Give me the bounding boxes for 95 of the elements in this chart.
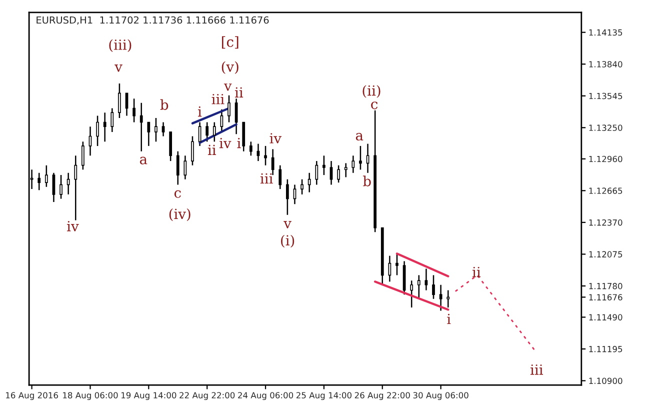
annotation: v <box>114 64 122 72</box>
candlestick <box>103 112 106 142</box>
annotation: iii <box>212 94 224 104</box>
candlestick <box>66 172 70 196</box>
y-tick-label: 1.10900 <box>589 378 622 384</box>
annotation: i <box>237 138 241 148</box>
candlestick <box>432 274 435 300</box>
candlestick <box>308 172 311 193</box>
candlestick <box>344 162 348 178</box>
y-tick-label: 1.13250 <box>589 124 622 131</box>
candlestick <box>439 284 442 312</box>
candlestick <box>337 164 340 184</box>
candlestick <box>264 145 267 166</box>
annotation: b <box>363 176 371 186</box>
candlestick <box>212 122 216 142</box>
y-tick-label: 1.12665 <box>589 188 622 194</box>
annotation: (i) <box>281 234 294 248</box>
annotation: v <box>224 84 232 91</box>
candlestick <box>388 255 392 282</box>
candlestick <box>417 274 420 300</box>
annotation: (ii) <box>362 85 380 98</box>
candlestick <box>330 160 333 186</box>
candlestick <box>410 280 414 308</box>
candlestick <box>132 98 136 123</box>
x-tick-label: 18 Aug 06:00 <box>63 392 118 400</box>
candlestick <box>352 155 355 174</box>
x-tick-label: 25 Aug 14:00 <box>296 392 352 400</box>
candlestick <box>110 108 114 133</box>
annotation: ii <box>208 144 216 155</box>
annotation: a <box>356 132 364 141</box>
y-tick-label: 1.14135 <box>589 29 622 36</box>
y-tick-label: 1.11490 <box>589 314 622 320</box>
candlestick <box>169 131 172 162</box>
candlestick <box>44 164 48 188</box>
candlestick <box>60 174 62 200</box>
candlestick <box>228 94 230 123</box>
x-tick-label: 26 Aug 22:00 <box>354 392 410 400</box>
candlestick <box>396 253 398 276</box>
annotation: iii <box>530 364 544 375</box>
x-tick-label: 24 Aug 06:00 <box>238 392 294 400</box>
annotation: i <box>447 314 451 324</box>
candlestick <box>38 172 41 191</box>
candlestick <box>359 145 362 170</box>
candlestick <box>366 143 370 174</box>
y-tick-label: 1.13840 <box>589 61 622 68</box>
candlestick <box>147 122 150 147</box>
candlestick <box>162 122 165 137</box>
x-tick-label: 16 Aug 2016 <box>6 392 58 400</box>
candlestick <box>96 115 99 147</box>
candlestick <box>278 164 282 190</box>
x-tick-label: 19 Aug 14:00 <box>121 392 176 400</box>
candlestick <box>74 155 78 221</box>
annotation: iv <box>67 221 79 232</box>
candlestick <box>300 178 304 196</box>
annotation: (iii) <box>109 39 132 52</box>
y-tick-label: 1.12370 <box>589 219 622 226</box>
candlestick <box>176 150 180 186</box>
annotation: iii <box>260 173 273 184</box>
annotation: iv <box>220 138 232 148</box>
annotation: v <box>284 221 292 228</box>
x-tick-label: 30 Aug 06:00 <box>413 392 468 400</box>
candlestick <box>446 290 450 308</box>
annotation: ii <box>472 266 481 278</box>
annotation: b <box>160 99 168 110</box>
candlestick <box>154 117 158 142</box>
candlestick <box>81 141 84 170</box>
candlestick <box>424 268 428 291</box>
annotation: c <box>174 190 181 198</box>
candlestick <box>242 122 246 152</box>
candlestick <box>191 136 194 166</box>
y-tick-label: 1.11676 <box>589 294 622 300</box>
annotation: ii <box>235 87 244 98</box>
chart-title: EURUSD,H1 1.11702 1.11736 1.11666 1.11676 <box>36 16 269 25</box>
annotation: a <box>140 156 148 164</box>
x-tick-label: 22 Aug 22:00 <box>180 392 235 400</box>
y-tick-label: 1.11780 <box>589 282 622 290</box>
candlestick <box>322 155 326 176</box>
candlestick <box>271 148 274 176</box>
candlestick <box>184 155 187 180</box>
annotation: iv <box>270 133 282 144</box>
y-tick-label: 1.11195 <box>589 346 622 352</box>
annotation: i <box>198 106 202 117</box>
annotation: (v) <box>222 61 238 74</box>
annotation: c <box>371 102 378 110</box>
y-tick-label: 1.12960 <box>589 156 622 162</box>
candlestick <box>140 102 143 152</box>
annotation: (iv) <box>169 208 190 222</box>
candlestick <box>206 122 209 142</box>
candlestick <box>118 82 121 119</box>
candlestick <box>249 141 252 156</box>
candlestick <box>286 178 289 216</box>
y-tick-label: 1.12075 <box>589 251 622 258</box>
y-tick-label: 1.13545 <box>589 92 622 100</box>
candlestick <box>315 160 318 186</box>
annotation: [c] <box>222 36 238 49</box>
